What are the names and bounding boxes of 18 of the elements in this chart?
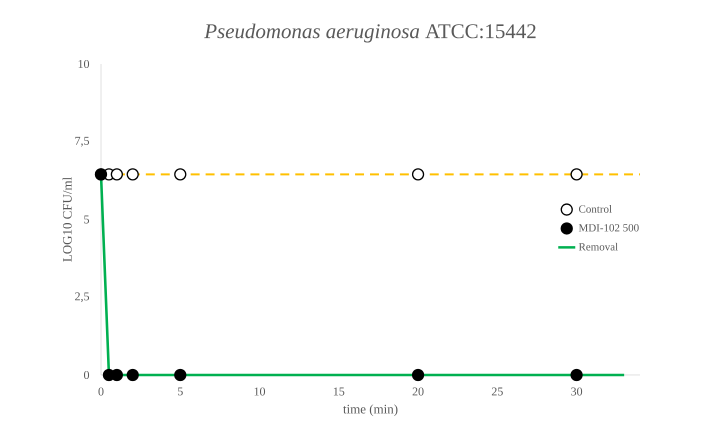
y-tick-label: 7,5 — [75, 136, 90, 147]
x-tick-label: 5 — [178, 387, 183, 396]
y-tick-label: 0 — [84, 370, 90, 380]
legend-label: Removal — [578, 242, 618, 251]
y-axis-title: LOG10 CFU/ml — [62, 177, 72, 262]
y-tick-label: 10 — [78, 60, 90, 68]
chart-title: Pseudomonas aeruginosa ATCC:15442 — [204, 24, 536, 43]
x-tick-label: 25 — [492, 387, 503, 396]
x-tick-label: 15 — [334, 387, 344, 396]
legend-label: Control — [578, 205, 612, 213]
x-tick-label: 10 — [254, 387, 266, 396]
x-tick-label: 30 — [571, 387, 582, 396]
y-tick-label: 2,5 — [75, 292, 90, 302]
x-tick-label: 20 — [412, 387, 424, 396]
y-tick-label: 5 — [84, 216, 90, 224]
x-tick-label: 0 — [98, 387, 104, 396]
legend-label: MDI-102 500 — [578, 224, 639, 232]
x-axis-title: time (min) — [343, 404, 398, 416]
